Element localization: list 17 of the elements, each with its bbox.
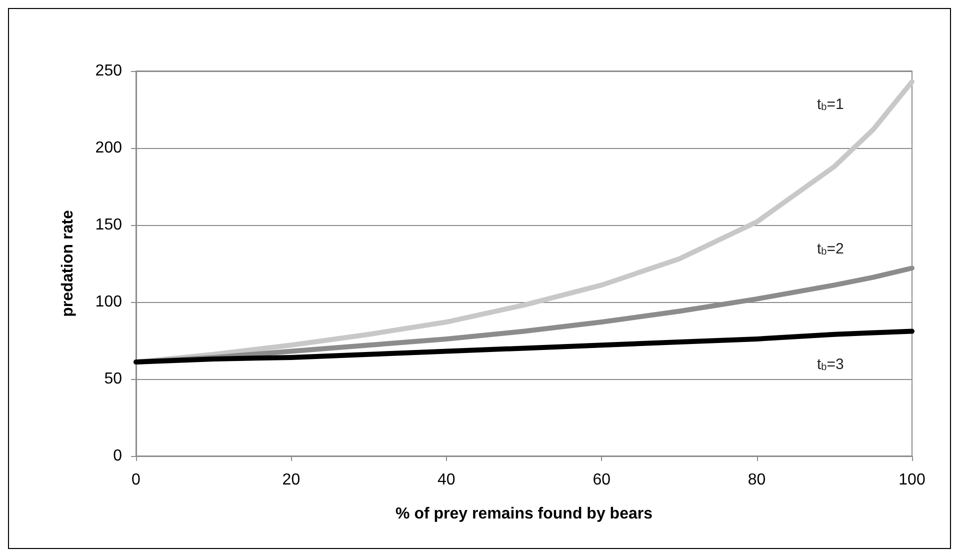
x-axis-title: % of prey remains found by bears [396, 506, 653, 522]
x-tick-label: 40 [438, 472, 456, 488]
series-label: tb=3 [816, 356, 844, 373]
y-tick-label: 50 [104, 370, 122, 388]
y-tick-label: 200 [95, 140, 122, 156]
y-tick-label: 250 [95, 62, 122, 80]
text: tb=1 [816, 96, 844, 113]
x-tick-label: 100 [898, 472, 926, 488]
x-tick-label: 60 [592, 472, 611, 488]
y-tick-label: 0 [113, 448, 122, 464]
y-axis-title: predation rate [60, 210, 76, 317]
series-label: tb=2 [816, 240, 844, 258]
x-tick-label: 0 [132, 472, 141, 488]
x-tick-label: 20 [282, 472, 300, 488]
x-tick-label: 80 [748, 472, 766, 488]
y-tick-label: 100 [95, 294, 122, 310]
y-tick-label: 150 [95, 216, 122, 234]
